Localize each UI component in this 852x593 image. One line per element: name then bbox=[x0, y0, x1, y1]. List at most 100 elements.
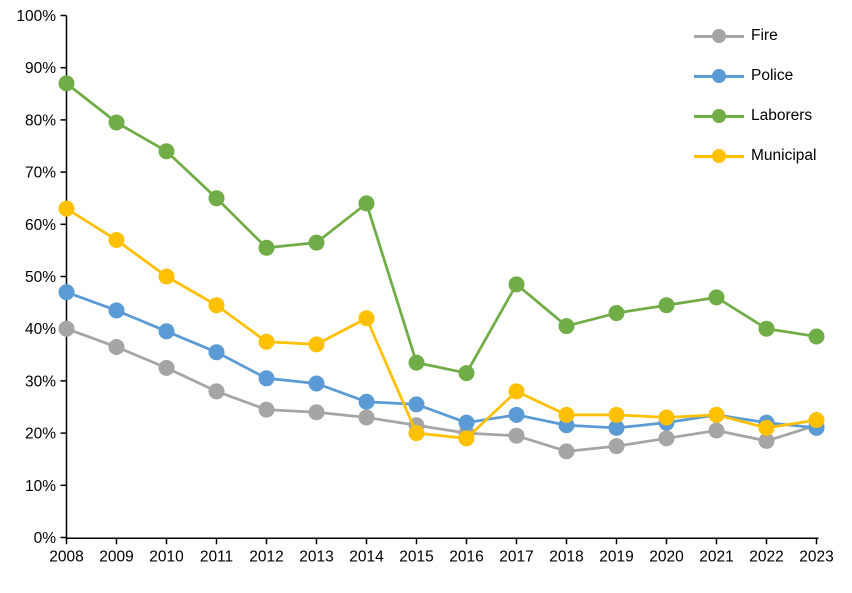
data-point-fire-2013 bbox=[308, 404, 325, 421]
series-line-fire bbox=[66, 327, 817, 453]
data-point-municipal-2015 bbox=[408, 425, 425, 442]
x-tick-label: 2017 bbox=[499, 549, 533, 566]
legend-marker-icon bbox=[712, 29, 726, 43]
x-tick-label: 2021 bbox=[699, 549, 733, 566]
data-point-laborers-2009 bbox=[108, 114, 125, 131]
x-tick-label: 2018 bbox=[549, 549, 583, 566]
y-tick-label: 80% bbox=[25, 112, 56, 129]
data-point-police-2012 bbox=[258, 370, 275, 387]
data-point-fire-2018 bbox=[558, 443, 575, 460]
data-point-police-2013 bbox=[308, 375, 325, 392]
y-tick-label: 90% bbox=[25, 60, 56, 77]
data-point-laborers-2022 bbox=[758, 320, 775, 337]
data-point-fire-2022 bbox=[758, 432, 775, 449]
data-point-municipal-2011 bbox=[208, 297, 225, 314]
data-point-laborers-2018 bbox=[558, 318, 575, 335]
y-tick-label: 30% bbox=[25, 373, 56, 390]
y-tick-label: 50% bbox=[25, 269, 56, 286]
data-point-fire-2008 bbox=[58, 320, 75, 337]
legend-marker-icon bbox=[712, 69, 726, 83]
x-tick-label: 2008 bbox=[49, 549, 83, 566]
data-point-municipal-2022 bbox=[758, 419, 775, 436]
x-tick-label: 2015 bbox=[399, 549, 433, 566]
legend: Fire Police Laborers Municipal bbox=[694, 16, 816, 176]
data-point-laborers-2023 bbox=[808, 328, 825, 345]
data-point-municipal-2009 bbox=[108, 231, 125, 248]
series-line-municipal bbox=[65, 207, 817, 440]
x-tick-label: 2014 bbox=[349, 549, 384, 566]
data-point-municipal-2013 bbox=[308, 336, 325, 353]
legend-label-municipal: Municipal bbox=[751, 147, 817, 164]
data-point-police-2008 bbox=[58, 284, 75, 301]
data-point-police-2010 bbox=[158, 323, 175, 340]
y-tick-label: 100% bbox=[16, 8, 56, 25]
x-tick-label: 2022 bbox=[749, 549, 783, 566]
data-point-municipal-2020 bbox=[658, 409, 675, 426]
x-tick-label: 2010 bbox=[149, 549, 184, 566]
legend-swatch-laborers bbox=[694, 109, 744, 123]
series-line-police bbox=[66, 290, 817, 430]
data-point-police-2015 bbox=[408, 396, 425, 413]
y-tick-label: 10% bbox=[25, 478, 56, 495]
x-tick-label: 2016 bbox=[449, 549, 483, 566]
data-point-fire-2011 bbox=[208, 383, 225, 400]
data-point-police-2017 bbox=[508, 406, 525, 423]
data-point-laborers-2011 bbox=[208, 190, 225, 207]
data-point-police-2009 bbox=[108, 302, 125, 319]
legend-swatch-police bbox=[694, 69, 744, 83]
legend-swatch-municipal bbox=[694, 149, 744, 163]
y-tick-label: 40% bbox=[25, 321, 56, 338]
y-tick-label: 20% bbox=[25, 426, 56, 443]
legend-marker-icon bbox=[712, 109, 726, 123]
legend-item-municipal: Municipal bbox=[694, 136, 816, 176]
x-tick-label: 2013 bbox=[299, 549, 333, 566]
data-point-municipal-2023 bbox=[808, 412, 825, 429]
data-point-fire-2014 bbox=[358, 409, 375, 426]
y-tick-label: 70% bbox=[25, 165, 56, 182]
data-point-laborers-2010 bbox=[158, 143, 175, 160]
data-point-municipal-2017 bbox=[508, 383, 525, 400]
data-point-fire-2012 bbox=[258, 401, 275, 418]
x-tick-label: 2019 bbox=[599, 549, 633, 566]
data-point-laborers-2014 bbox=[358, 195, 375, 212]
y-tick-label: 60% bbox=[25, 217, 56, 234]
legend-label-laborers: Laborers bbox=[751, 107, 813, 124]
legend-label-fire: Fire bbox=[751, 27, 778, 44]
data-point-laborers-2017 bbox=[508, 276, 525, 293]
data-point-municipal-2012 bbox=[258, 333, 275, 350]
x-tick-label: 2023 bbox=[799, 549, 833, 566]
x-tick-label: 2012 bbox=[249, 549, 283, 566]
data-point-municipal-2019 bbox=[608, 406, 625, 423]
data-point-fire-2009 bbox=[108, 338, 125, 355]
data-point-municipal-2014 bbox=[358, 310, 375, 327]
legend-item-laborers: Laborers bbox=[694, 96, 816, 136]
data-point-municipal-2018 bbox=[558, 406, 575, 423]
data-point-police-2016 bbox=[458, 414, 475, 431]
data-point-police-2014 bbox=[358, 393, 375, 410]
x-tick-label: 2009 bbox=[99, 549, 133, 566]
legend-swatch-fire bbox=[694, 29, 744, 43]
data-point-municipal-2010 bbox=[158, 268, 175, 285]
data-point-laborers-2021 bbox=[708, 289, 725, 306]
legend-item-fire: Fire bbox=[694, 16, 816, 56]
data-point-fire-2019 bbox=[608, 438, 625, 455]
data-point-municipal-2016 bbox=[458, 430, 475, 447]
data-point-laborers-2013 bbox=[308, 234, 325, 251]
legend-label-police: Police bbox=[751, 67, 794, 84]
y-tick-label: 0% bbox=[34, 530, 57, 547]
data-point-laborers-2008 bbox=[58, 75, 75, 92]
data-point-laborers-2019 bbox=[608, 305, 625, 322]
x-tick-label: 2020 bbox=[649, 549, 684, 566]
data-point-fire-2021 bbox=[708, 422, 725, 439]
data-point-laborers-2012 bbox=[258, 239, 275, 256]
x-tick-label: 2011 bbox=[200, 549, 233, 566]
data-point-municipal-2008 bbox=[58, 200, 75, 217]
data-point-laborers-2015 bbox=[408, 354, 425, 371]
data-point-laborers-2020 bbox=[658, 297, 675, 314]
legend-marker-icon bbox=[712, 149, 726, 163]
data-point-fire-2017 bbox=[508, 427, 525, 444]
data-point-laborers-2016 bbox=[458, 365, 475, 382]
data-point-police-2019 bbox=[608, 419, 625, 436]
